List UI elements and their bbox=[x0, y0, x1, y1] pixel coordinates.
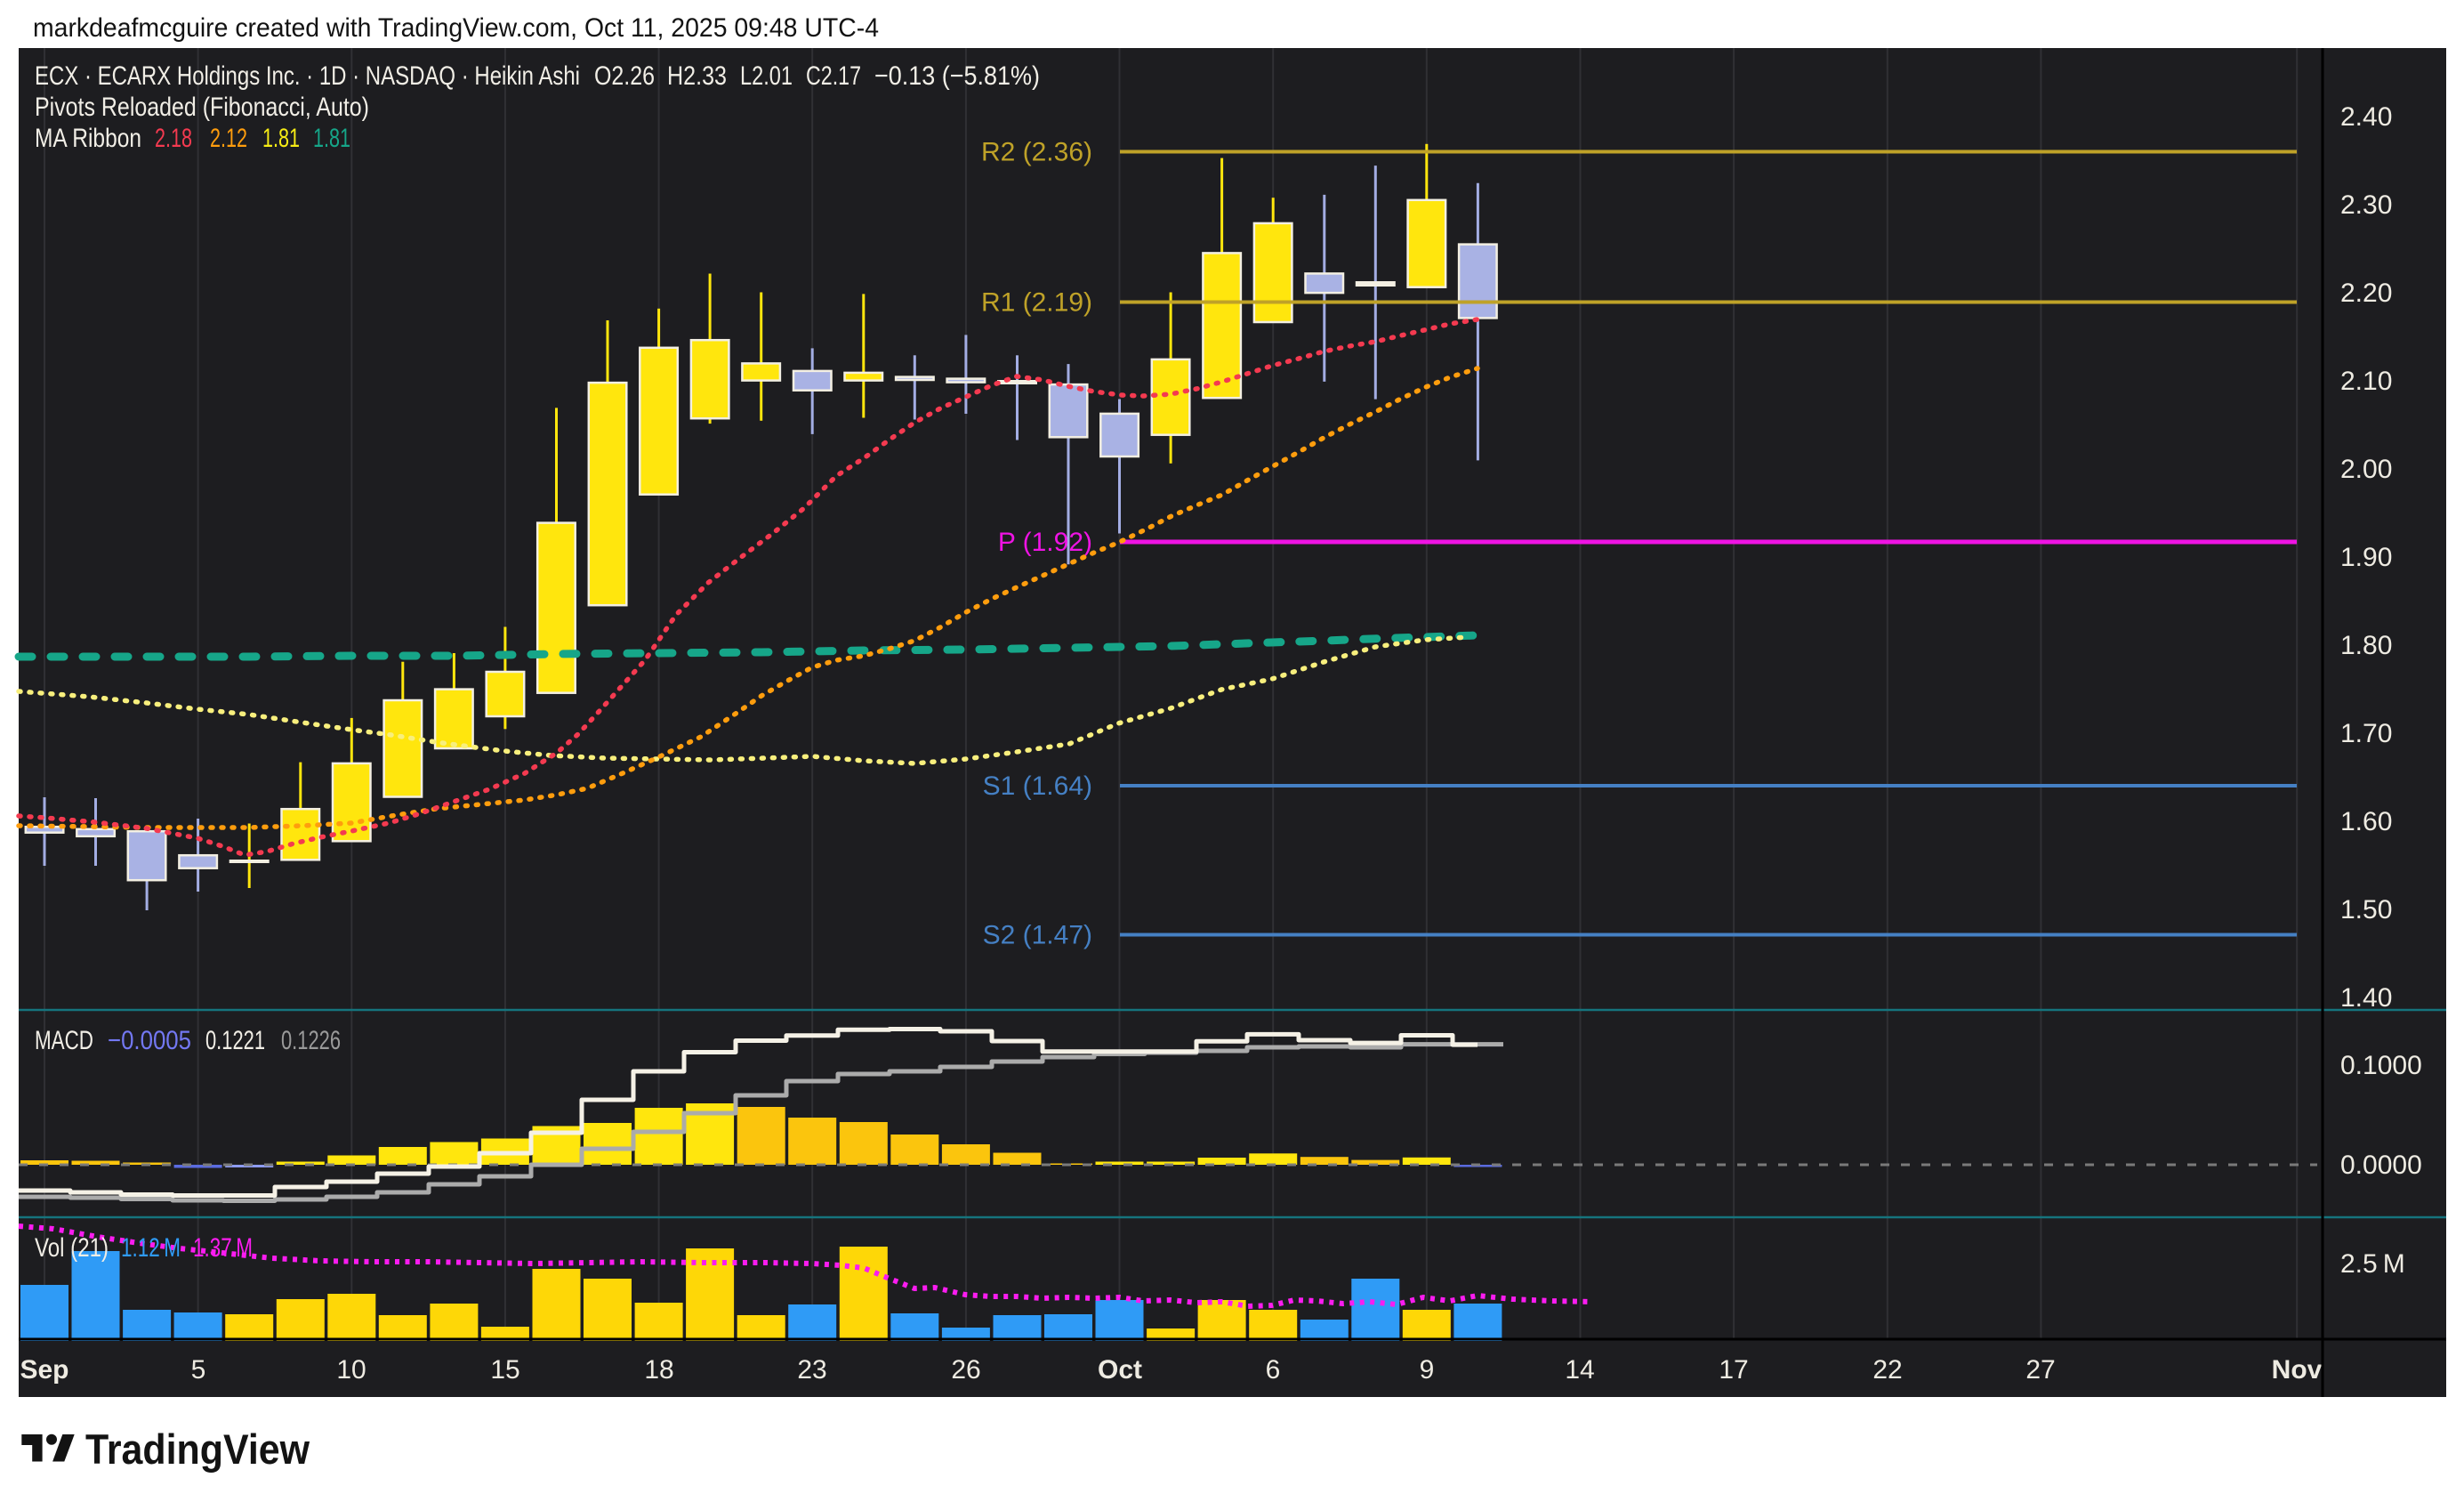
svg-text:2.30: 2.30 bbox=[2340, 190, 2392, 220]
svg-text:22: 22 bbox=[1872, 1355, 1902, 1385]
svg-text:Nov: Nov bbox=[2272, 1355, 2323, 1385]
svg-text:ECX · ECARX Holdings Inc. · 1D: ECX · ECARX Holdings Inc. · 1D · NASDAQ … bbox=[35, 61, 580, 91]
svg-text:1.81: 1.81 bbox=[262, 124, 300, 153]
svg-text:Oct: Oct bbox=[1098, 1355, 1142, 1385]
svg-text:10: 10 bbox=[336, 1355, 366, 1385]
svg-text:0.0000: 0.0000 bbox=[2340, 1151, 2422, 1180]
svg-text:Sep: Sep bbox=[20, 1355, 68, 1385]
svg-text:0.1221: 0.1221 bbox=[205, 1026, 265, 1055]
svg-text:27: 27 bbox=[2025, 1355, 2055, 1385]
svg-text:23: 23 bbox=[797, 1355, 826, 1385]
svg-text:2.10: 2.10 bbox=[2340, 367, 2392, 396]
svg-text:26: 26 bbox=[951, 1355, 980, 1385]
svg-text:2.00: 2.00 bbox=[2340, 455, 2392, 484]
svg-text:9: 9 bbox=[1420, 1355, 1435, 1385]
svg-text:MACD: MACD bbox=[35, 1026, 93, 1055]
svg-text:Vol (21): Vol (21) bbox=[35, 1233, 109, 1263]
svg-text:Pivots Reloaded (Fibonacci, Au: Pivots Reloaded (Fibonacci, Auto) bbox=[35, 93, 369, 122]
svg-text:2.40: 2.40 bbox=[2340, 102, 2392, 132]
svg-text:−0.13 (−5.81%): −0.13 (−5.81%) bbox=[874, 61, 1040, 91]
svg-text:C2.17: C2.17 bbox=[806, 61, 861, 91]
svg-text:14: 14 bbox=[1565, 1355, 1594, 1385]
svg-text:1.90: 1.90 bbox=[2340, 543, 2392, 572]
svg-text:17: 17 bbox=[1719, 1355, 1748, 1385]
svg-text:S2 (1.47): S2 (1.47) bbox=[983, 921, 1092, 950]
svg-text:5: 5 bbox=[191, 1355, 206, 1385]
svg-text:2.18: 2.18 bbox=[155, 124, 192, 153]
svg-text:TradingView: TradingView bbox=[85, 1425, 310, 1473]
svg-text:R1 (2.19): R1 (2.19) bbox=[981, 288, 1092, 318]
svg-text:L2.01: L2.01 bbox=[740, 61, 793, 91]
svg-text:2.5 M: 2.5 M bbox=[2340, 1249, 2405, 1279]
svg-text:0.1000: 0.1000 bbox=[2340, 1051, 2422, 1080]
svg-text:MA Ribbon: MA Ribbon bbox=[35, 124, 141, 153]
svg-text:1.70: 1.70 bbox=[2340, 719, 2392, 748]
svg-text:2.12: 2.12 bbox=[210, 124, 247, 153]
svg-text:markdeafmcguire created with T: markdeafmcguire created with TradingView… bbox=[33, 13, 879, 43]
svg-text:0.1226: 0.1226 bbox=[281, 1026, 341, 1055]
svg-text:1.12 M: 1.12 M bbox=[121, 1233, 181, 1263]
svg-text:−0.0005: −0.0005 bbox=[108, 1026, 191, 1055]
svg-text:H2.33: H2.33 bbox=[667, 61, 727, 91]
svg-text:S1 (1.64): S1 (1.64) bbox=[983, 771, 1092, 801]
svg-text:P (1.92): P (1.92) bbox=[998, 528, 1092, 557]
svg-text:1.60: 1.60 bbox=[2340, 807, 2392, 836]
svg-text:O2.26: O2.26 bbox=[594, 61, 655, 91]
svg-text:6: 6 bbox=[1266, 1355, 1281, 1385]
svg-text:18: 18 bbox=[644, 1355, 673, 1385]
svg-text:15: 15 bbox=[490, 1355, 519, 1385]
svg-text:2.20: 2.20 bbox=[2340, 279, 2392, 308]
svg-text:1.80: 1.80 bbox=[2340, 631, 2392, 660]
svg-text:1.37 M: 1.37 M bbox=[193, 1233, 253, 1263]
svg-text:R2 (2.36): R2 (2.36) bbox=[981, 138, 1092, 167]
svg-text:1.81: 1.81 bbox=[313, 124, 350, 153]
svg-text:1.40: 1.40 bbox=[2340, 983, 2392, 1013]
svg-text:1.50: 1.50 bbox=[2340, 895, 2392, 925]
